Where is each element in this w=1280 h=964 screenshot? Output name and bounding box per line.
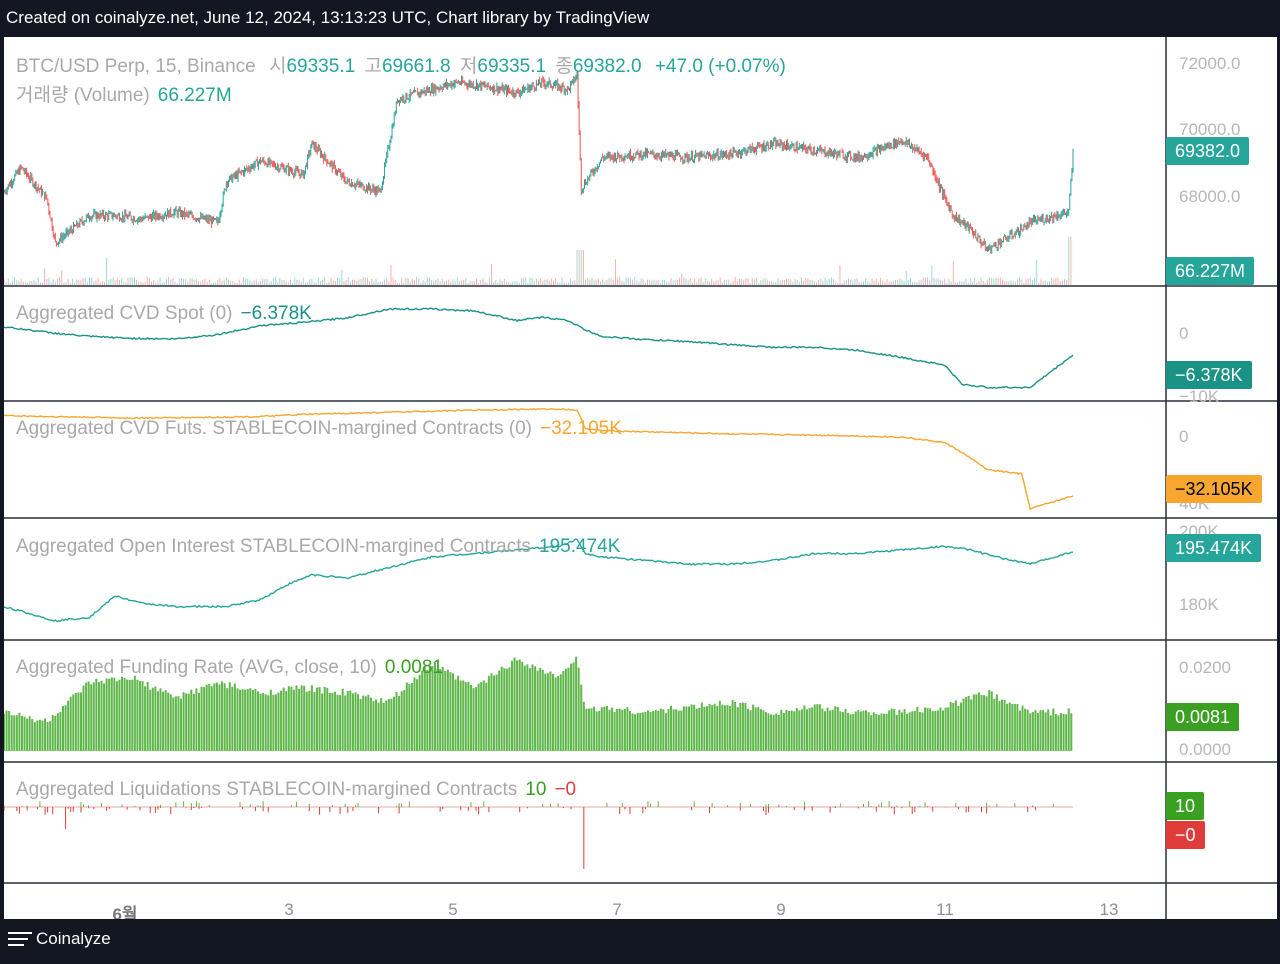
cvd-futs-axis-0: 0 xyxy=(1179,427,1189,446)
cvd-futs-tag: −32.105K xyxy=(1166,475,1262,503)
close-value: 69382.0 xyxy=(572,56,642,77)
close-label: 종 xyxy=(555,56,573,77)
liq-short-tag: −0 xyxy=(1166,821,1205,849)
price-axis-72000: 72000.0 xyxy=(1179,54,1241,73)
cvd-spot-value: −6.378K xyxy=(240,303,312,324)
cvd-futs-value: −32.105K xyxy=(540,418,622,439)
header-text: Created on coinalyze.net, June 12, 2024,… xyxy=(6,8,650,27)
oi-legend: Aggregated Open Interest STABLECOIN-marg… xyxy=(16,536,620,558)
high-label: 고 xyxy=(364,56,382,77)
x-label-3: 3 xyxy=(284,900,294,919)
oi-tag: 195.474K xyxy=(1166,534,1262,562)
price-tag: 69382.0 xyxy=(1166,137,1250,165)
high-value: 69661.8 xyxy=(381,56,451,77)
cvd-spot-axis-10k: −10K xyxy=(1179,387,1220,406)
cvd-futs-legend: Aggregated CVD Futs. STABLECOIN-margined… xyxy=(16,418,622,440)
menu-icon xyxy=(8,931,32,947)
funding-axis-0000: 0.0000 xyxy=(1179,740,1231,759)
funding-axis-0200: 0.0200 xyxy=(1179,658,1231,677)
chart-area[interactable]: BTC/USD Perp, 15, Binance 시69335.1 고6966… xyxy=(4,37,1277,924)
oi-value: 195.474K xyxy=(539,536,621,557)
brand-label: Coinalyze xyxy=(36,929,111,948)
oi-axis-180k: 180K xyxy=(1179,595,1219,614)
funding-legend: Aggregated Funding Rate (AVG, close, 10)… xyxy=(16,657,443,679)
low-value: 69335.1 xyxy=(477,56,547,77)
cvd-spot-legend: Aggregated CVD Spot (0) −6.378K xyxy=(16,303,312,325)
oi-label: Aggregated Open Interest STABLECOIN-marg… xyxy=(16,536,532,557)
liq-legend: Aggregated Liquidations STABLECOIN-margi… xyxy=(16,779,576,801)
footer-bar: Coinalyze xyxy=(0,919,1280,964)
funding-label: Aggregated Funding Rate (AVG, close, 10) xyxy=(16,657,377,678)
header-bar: Created on coinalyze.net, June 12, 2024,… xyxy=(0,0,1280,37)
open-value: 69335.1 xyxy=(286,56,356,77)
funding-value: 0.0081 xyxy=(384,657,443,678)
x-label-11: 11 xyxy=(936,900,954,919)
price-axis-68000: 68000.0 xyxy=(1179,187,1241,206)
liq-short-value: −0 xyxy=(554,779,577,800)
cvd-futs-line xyxy=(4,407,1074,511)
price-legend: BTC/USD Perp, 15, Binance 시69335.1 고6966… xyxy=(16,51,786,78)
price-axis-70000: 70000.0 xyxy=(1179,120,1241,139)
liq-long-tag: 10 xyxy=(1166,792,1205,820)
cvd-futs-label: Aggregated CVD Futs. STABLECOIN-margined… xyxy=(16,418,533,439)
volume-tag: 66.227M xyxy=(1166,257,1255,285)
cvd-spot-axis-0: 0 xyxy=(1179,324,1189,343)
cvd-spot-line xyxy=(4,307,1074,389)
cvd-spot-label: Aggregated CVD Spot (0) xyxy=(16,303,233,324)
x-label-9: 9 xyxy=(776,900,786,919)
liq-long-value: 10 xyxy=(525,779,547,800)
x-label-7: 7 xyxy=(612,900,622,919)
volume-legend: 거래량 (Volume) 66.227M xyxy=(16,80,232,107)
cvd-spot-tag: −6.378K xyxy=(1166,361,1252,389)
volume-label: 거래량 (Volume) xyxy=(16,85,150,106)
liq-label: Aggregated Liquidations STABLECOIN-margi… xyxy=(16,779,518,800)
funding-tag: 0.0081 xyxy=(1166,703,1240,731)
chart-canvas[interactable] xyxy=(4,37,1277,919)
low-label: 저 xyxy=(459,56,478,77)
volume-value: 66.227M xyxy=(157,85,232,106)
change-value: +47.0 (+0.07%) xyxy=(654,56,786,77)
x-label-5: 5 xyxy=(448,900,458,919)
symbol-label: BTC/USD Perp, 15, Binance xyxy=(16,56,256,77)
oi-line xyxy=(4,538,1073,623)
coinalyze-brand[interactable]: Coinalyze xyxy=(8,929,111,949)
open-label: 시 xyxy=(269,56,287,77)
x-label-13: 13 xyxy=(1099,900,1119,919)
